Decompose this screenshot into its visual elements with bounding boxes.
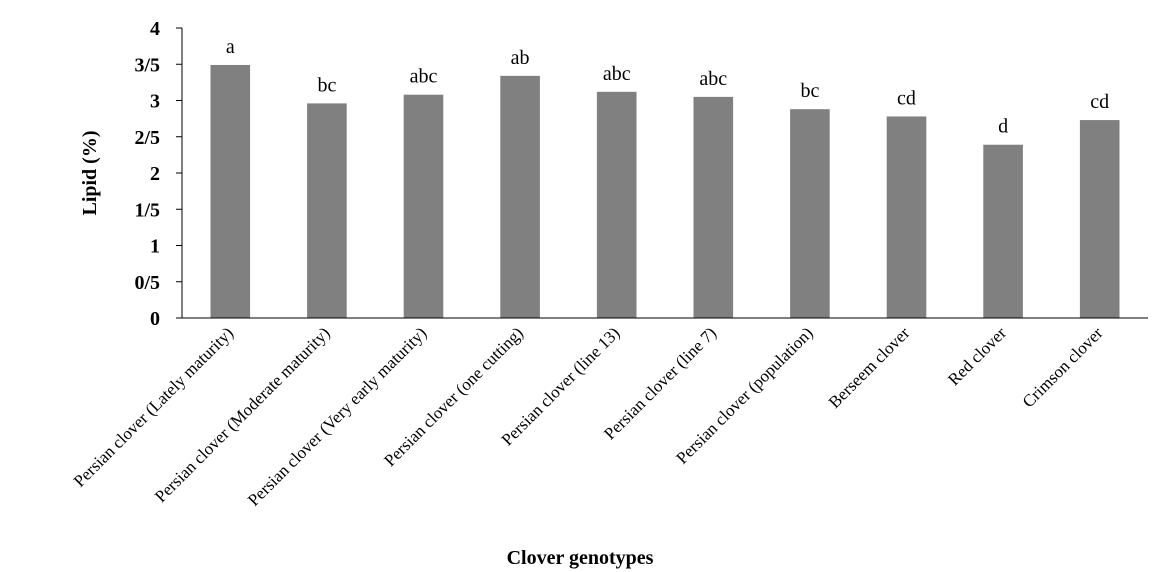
x-tick-label: Red clover <box>944 323 1010 389</box>
significance-letter: a <box>226 36 235 58</box>
significance-letter: cd <box>1090 91 1109 113</box>
x-tick-label: Persian clover (Moderate maturity) <box>151 323 334 506</box>
significance-letter: abc <box>699 68 727 90</box>
bar <box>983 144 1023 318</box>
x-tick-label: Crimson clover <box>1019 323 1107 411</box>
x-tick-label: Persian clover (Lately maturity) <box>70 323 237 490</box>
y-axis: 0 0/5 1 1/5 2 2/5 3 3/5 4 <box>134 18 183 330</box>
bar <box>790 109 830 318</box>
y-tick-label: 3/5 <box>134 54 160 76</box>
y-tick-label: 2 <box>150 163 160 185</box>
significance-letter: d <box>998 116 1008 138</box>
significance-letter: ab <box>511 47 530 69</box>
y-tick-label: 2/5 <box>134 127 160 149</box>
y-tick-label: 0 <box>150 308 160 330</box>
bar <box>1079 120 1120 318</box>
significance-letter: cd <box>897 87 916 109</box>
bar <box>596 91 637 318</box>
significance-letter: abc <box>603 63 631 85</box>
bar <box>403 94 444 318</box>
y-tick-label: 0/5 <box>134 272 160 294</box>
x-tick-label: Berseem clover <box>825 323 914 412</box>
y-tick-label: 1/5 <box>134 199 160 221</box>
significance-letter: bc <box>800 80 819 102</box>
significance-letter: abc <box>410 66 438 88</box>
bar <box>210 64 251 318</box>
significance-letter: bc <box>317 74 336 96</box>
y-tick-label: 1 <box>150 236 160 258</box>
x-tick-label: Persian clover (Very early maturity) <box>244 323 430 509</box>
x-axis-title: Clover genotypes <box>507 547 654 569</box>
y-axis-title: Lipid (%) <box>79 130 101 215</box>
bar <box>886 116 927 318</box>
bar <box>500 75 540 318</box>
y-tick-label: 4 <box>150 18 160 40</box>
y-tick-label: 3 <box>150 91 160 113</box>
bar <box>693 96 734 318</box>
bar <box>307 103 347 319</box>
x-axis: Persian clover (Lately maturity)Persian … <box>70 317 1148 510</box>
